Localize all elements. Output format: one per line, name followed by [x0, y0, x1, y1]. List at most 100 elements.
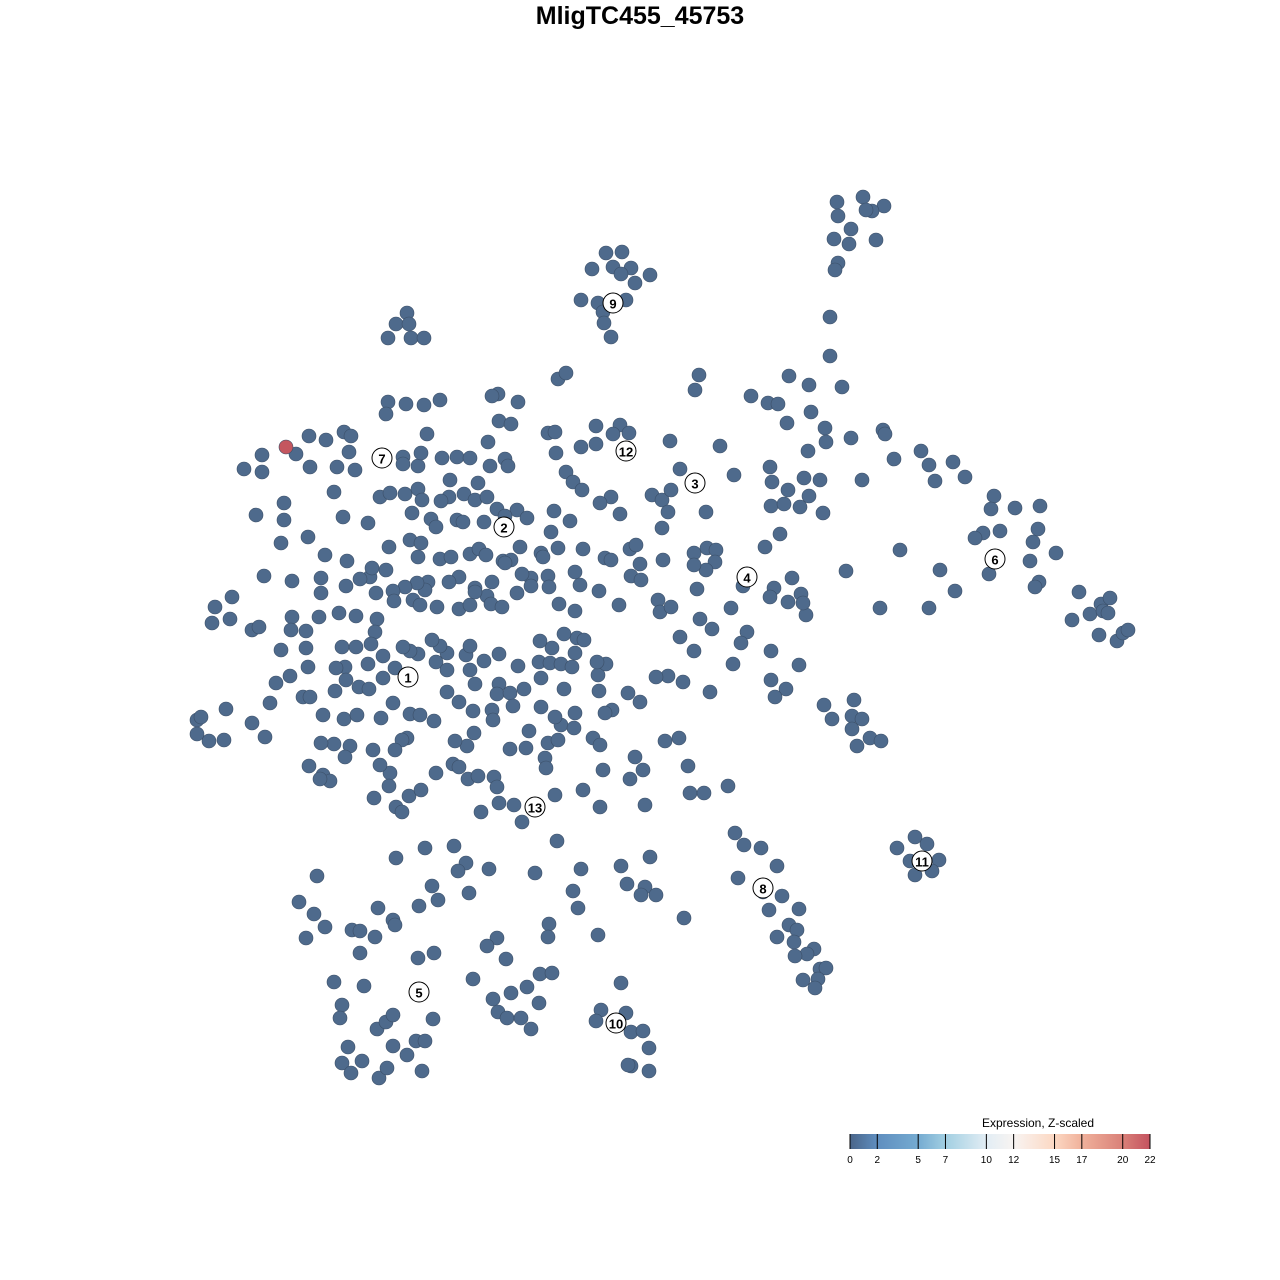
data-point — [800, 443, 816, 459]
data-point — [439, 684, 455, 700]
data-point — [619, 876, 635, 892]
data-point — [1007, 500, 1023, 516]
data-point — [575, 782, 591, 798]
data-point — [326, 484, 342, 500]
data-point — [523, 1021, 539, 1037]
colorbar-tick-label: 2 — [874, 1155, 880, 1166]
data-point — [1082, 606, 1098, 622]
data-point — [462, 597, 478, 613]
data-point — [446, 838, 462, 854]
data-point — [763, 643, 779, 659]
data-point — [489, 779, 505, 795]
data-point — [283, 622, 299, 638]
data-point — [603, 552, 619, 568]
data-point — [846, 692, 862, 708]
data-point — [803, 404, 819, 420]
data-point — [1071, 584, 1087, 600]
data-point — [692, 611, 708, 627]
expression-legend: Expression, Z-scaled 0 2 5 7 10 12 15 17 20 22 — [847, 1116, 1156, 1166]
data-point — [733, 635, 749, 651]
cluster-label-circle — [911, 850, 933, 872]
data-point — [479, 489, 495, 505]
data-point — [291, 894, 307, 910]
data-point — [282, 668, 298, 684]
data-point — [761, 902, 777, 918]
data-point — [356, 978, 372, 994]
data-point — [986, 488, 1002, 504]
data-point — [467, 584, 483, 600]
data-point — [686, 557, 702, 573]
data-point — [300, 659, 316, 675]
data-point — [332, 1010, 348, 1026]
data-point — [886, 451, 902, 467]
data-point — [375, 670, 391, 686]
data-point — [720, 778, 736, 794]
data-point — [467, 492, 483, 508]
data-point — [473, 804, 489, 820]
cluster-label-12: 12 — [615, 440, 637, 462]
data-point — [757, 539, 773, 555]
data-point — [276, 512, 292, 528]
data-point — [334, 997, 350, 1013]
data-point — [201, 733, 217, 749]
data-point — [541, 579, 557, 595]
data-point — [373, 710, 389, 726]
data-point — [633, 572, 649, 588]
data-point — [621, 425, 637, 441]
data-point — [385, 1007, 401, 1023]
data-point — [841, 236, 857, 252]
data-point — [348, 608, 364, 624]
data-point — [510, 658, 526, 674]
data-point — [818, 434, 834, 450]
data-point — [622, 771, 638, 787]
data-point — [570, 900, 586, 916]
data-point — [455, 514, 471, 530]
data-point — [497, 555, 513, 571]
data-point — [378, 406, 394, 422]
data-point — [485, 712, 501, 728]
data-point — [372, 757, 388, 773]
data-point — [388, 850, 404, 866]
data-point — [1027, 579, 1043, 595]
data-point — [298, 640, 314, 656]
data-point — [426, 713, 442, 729]
data-point — [527, 865, 543, 881]
data-point — [730, 870, 746, 886]
cluster-label-text: 13 — [528, 801, 542, 816]
data-point — [502, 685, 518, 701]
cluster-label-text: 2 — [500, 521, 507, 536]
data-point — [547, 424, 563, 440]
cluster-label-circle — [371, 447, 393, 469]
data-point — [284, 609, 300, 625]
cluster-label-text: 8 — [759, 882, 766, 897]
data-point — [424, 878, 440, 894]
data-point — [509, 502, 525, 518]
data-point — [397, 486, 413, 502]
data-point — [328, 660, 344, 676]
colorbar — [850, 1134, 1150, 1149]
data-point — [829, 194, 845, 210]
data-point — [698, 504, 714, 520]
data-point — [770, 396, 786, 412]
data-point — [370, 900, 386, 916]
data-point — [371, 1070, 387, 1086]
data-point — [779, 415, 795, 431]
data-point — [544, 965, 560, 981]
data-point — [824, 711, 840, 727]
data-point — [432, 392, 448, 408]
data-point-high-expression — [278, 439, 294, 455]
data-point — [404, 505, 420, 521]
data-point — [484, 388, 500, 404]
data-point — [567, 603, 583, 619]
cluster-label-circle — [984, 548, 1006, 570]
data-point — [494, 599, 510, 615]
data-point — [614, 244, 630, 260]
data-point — [218, 701, 234, 717]
data-point — [387, 660, 403, 676]
data-point — [401, 316, 417, 332]
data-point — [387, 917, 403, 933]
data-point — [340, 1039, 356, 1055]
data-point — [382, 485, 398, 501]
data-point — [509, 585, 525, 601]
data-point — [399, 1047, 415, 1063]
